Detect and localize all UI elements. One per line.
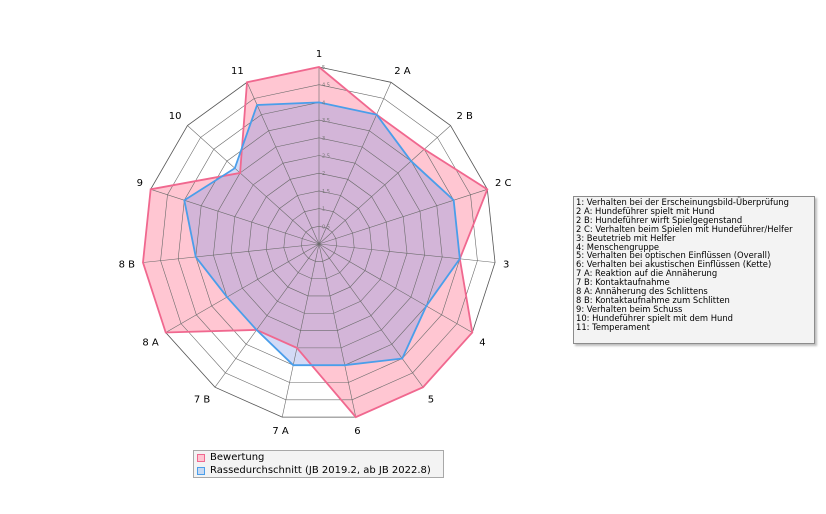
axis-label: 10 xyxy=(169,111,182,122)
grid-spoke xyxy=(318,189,488,245)
grid-ring xyxy=(283,208,355,279)
grid-spoke xyxy=(246,82,320,245)
series-legend-label: Rassedurchschnitt (JB 2019.2, ab JB 2022… xyxy=(210,464,431,476)
grid-ring xyxy=(230,155,408,331)
grid-spoke xyxy=(318,243,496,263)
tick-label: 4 xyxy=(322,100,325,106)
series-lines xyxy=(142,66,489,419)
grid-spoke xyxy=(150,189,320,245)
axis-label: 11 xyxy=(231,66,244,77)
radial-tick-labels: 0.5 1 1.5 2 2.5 3 3.5 4 4.5 5 xyxy=(322,65,330,230)
series-line-0 xyxy=(142,66,489,419)
axis-label: 7 A xyxy=(272,426,289,437)
tick-label: 0.5 xyxy=(322,224,330,230)
legend-line: 2 B: Hundeführer wirft Spielgegenstand xyxy=(576,214,743,225)
legend-line: 9: Verhalten beim Schuss xyxy=(576,303,683,314)
legend-line: 8 B: Kontaktaufnahme zum Schlitten xyxy=(576,294,730,305)
grid-spoke xyxy=(318,82,392,245)
axis-label: 9 xyxy=(137,178,143,189)
grid-ring xyxy=(265,190,373,297)
axis-label: 1 xyxy=(316,49,322,60)
legend-line: 7 B: Kontaktaufnahme xyxy=(576,277,670,288)
series-legend-item[interactable]: Rassedurchschnitt (JB 2019.2, ab JB 2022… xyxy=(197,465,440,478)
axis-label: 2 A xyxy=(394,66,411,77)
grid-spoke xyxy=(318,243,424,388)
grid-ring xyxy=(248,172,390,314)
tick-label: 3.5 xyxy=(322,118,330,124)
grid-spoke xyxy=(142,243,320,263)
grid-spoke xyxy=(318,125,451,245)
grid-ring xyxy=(177,102,461,383)
legend-line: 6: Verhalten bei akustischen Einflüssen … xyxy=(576,259,772,270)
axis-label: 5 xyxy=(428,395,434,406)
series-line-1 xyxy=(183,101,461,367)
axis-label: 8 B xyxy=(119,259,136,270)
legend-line: 8 A: Annäherung des Schlittens xyxy=(576,286,708,297)
series-area-0 xyxy=(142,67,488,418)
grid-ring xyxy=(301,225,337,262)
axis-legend-box: 1: Verhalten bei der Erscheinungsbild-Üb… xyxy=(573,196,815,344)
series-swatch xyxy=(197,466,205,475)
series-legend: Bewertung Rassedurchschnitt (JB 2019.2, … xyxy=(193,450,444,478)
axis-labels: 1 2 A 2 B 2 C 3 4 5 6 7 A 7 B 8 A 8 B 9 10 11 xyxy=(119,49,512,437)
tick-label: 2 xyxy=(322,171,325,177)
axis-label: 2 C xyxy=(495,178,512,189)
grid-spoke xyxy=(318,243,473,333)
grid-spoke xyxy=(318,243,357,418)
axis-label: 3 xyxy=(503,259,509,270)
tick-label: 1.5 xyxy=(322,189,330,195)
axis-label: 4 xyxy=(479,338,485,349)
series-legend-item[interactable]: Bewertung xyxy=(197,452,440,465)
tick-label: 2.5 xyxy=(322,154,330,160)
grid-spoke xyxy=(165,243,320,333)
axis-label: 6 xyxy=(354,426,360,437)
legend-line: 1: Verhalten bei der Erscheinungsbild-Üb… xyxy=(576,197,789,207)
legend-line: 4: Menschengruppe xyxy=(576,241,660,252)
tick-label: 5 xyxy=(322,65,325,71)
legend-line: 11: Temperament xyxy=(576,321,651,332)
legend-line: 2 C: Verhalten beim Spielen mit Hundefüh… xyxy=(576,223,793,234)
series-legend-label: Bewertung xyxy=(210,452,265,463)
grid-ring xyxy=(142,66,496,418)
series-swatch xyxy=(197,454,205,463)
grid-spoke xyxy=(281,243,320,418)
grid-ring xyxy=(160,84,478,401)
legend-line: 2 A: Hundeführer spielt mit Hund xyxy=(576,205,715,216)
legend-line: 5: Verhalten bei optischen Einflüssen (O… xyxy=(576,250,771,261)
legend-line: 7 A: Reaktion auf die Annäherung xyxy=(576,268,718,279)
tick-label: 3 xyxy=(322,136,325,142)
tick-label: 4.5 xyxy=(322,83,330,89)
axis-label: 2 B xyxy=(456,111,473,122)
grid-spoke xyxy=(187,125,320,245)
tick-label: 1 xyxy=(322,207,325,213)
axis-label: 8 A xyxy=(142,338,159,349)
grid-ring xyxy=(213,137,425,349)
grid-spoke xyxy=(214,243,320,388)
radar-grid xyxy=(142,66,496,418)
legend-line: 3: Beutetrieb mit Helfer xyxy=(576,232,676,243)
legend-line: 10: Hundeführer spielt mit dem Hund xyxy=(576,312,733,323)
axis-label: 7 B xyxy=(194,395,211,406)
